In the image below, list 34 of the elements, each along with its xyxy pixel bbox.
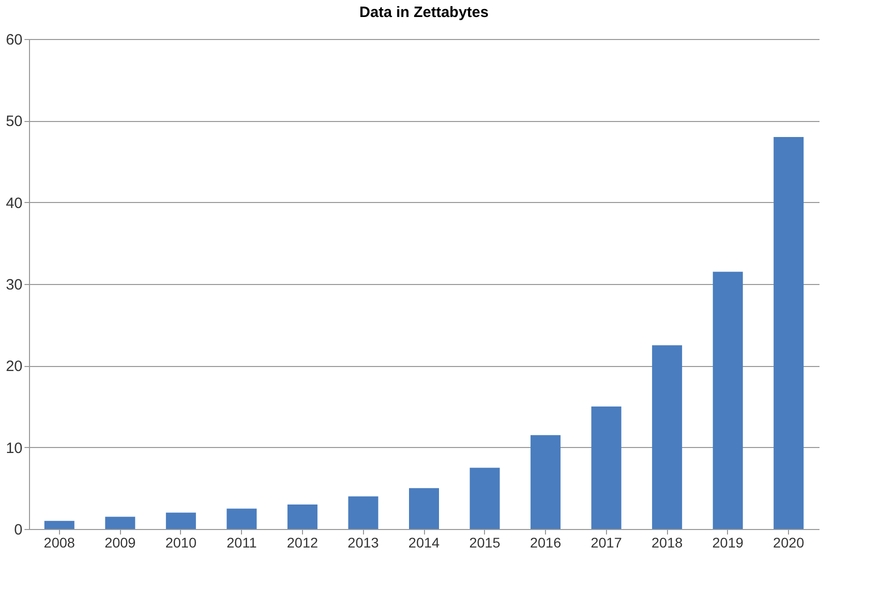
x-tick-label: 2008 [44, 534, 76, 550]
bar [409, 488, 439, 529]
bar [44, 520, 74, 529]
bar [774, 137, 804, 529]
bar [591, 406, 622, 529]
bar [712, 272, 743, 529]
x-tick-label: 2013 [348, 534, 380, 550]
bar [530, 435, 561, 529]
x-tick-label: 2015 [469, 534, 501, 550]
y-tick-label: 0 [14, 522, 22, 538]
bar [226, 508, 257, 529]
bar [166, 512, 196, 529]
bar [105, 516, 136, 529]
x-tick-label: 2020 [773, 534, 804, 550]
bar [652, 345, 682, 529]
y-tick-label: 30 [6, 276, 22, 294]
x-tick-label: 2012 [286, 534, 318, 550]
y-tick-label: 20 [6, 358, 22, 376]
y-tick-label: 50 [6, 113, 22, 130]
x-tick-label: 2014 [408, 534, 440, 550]
x-tick-label: 2010 [165, 534, 197, 550]
bar [287, 504, 318, 529]
y-tick-label: 60 [6, 32, 22, 48]
chart-title: Data in Zettabytes [359, 4, 489, 21]
x-tick-label: 2011 [226, 534, 257, 550]
x-tick-label: 2017 [590, 534, 622, 550]
x-tick-label: 2009 [104, 534, 136, 550]
bar [348, 496, 378, 529]
x-tick-label: 2019 [712, 534, 744, 550]
y-tick-label: 40 [6, 194, 22, 212]
bar [470, 468, 500, 529]
y-tick-label: 10 [6, 440, 22, 457]
x-tick-label: 2016 [530, 534, 562, 550]
x-tick-label: 2018 [652, 534, 683, 550]
